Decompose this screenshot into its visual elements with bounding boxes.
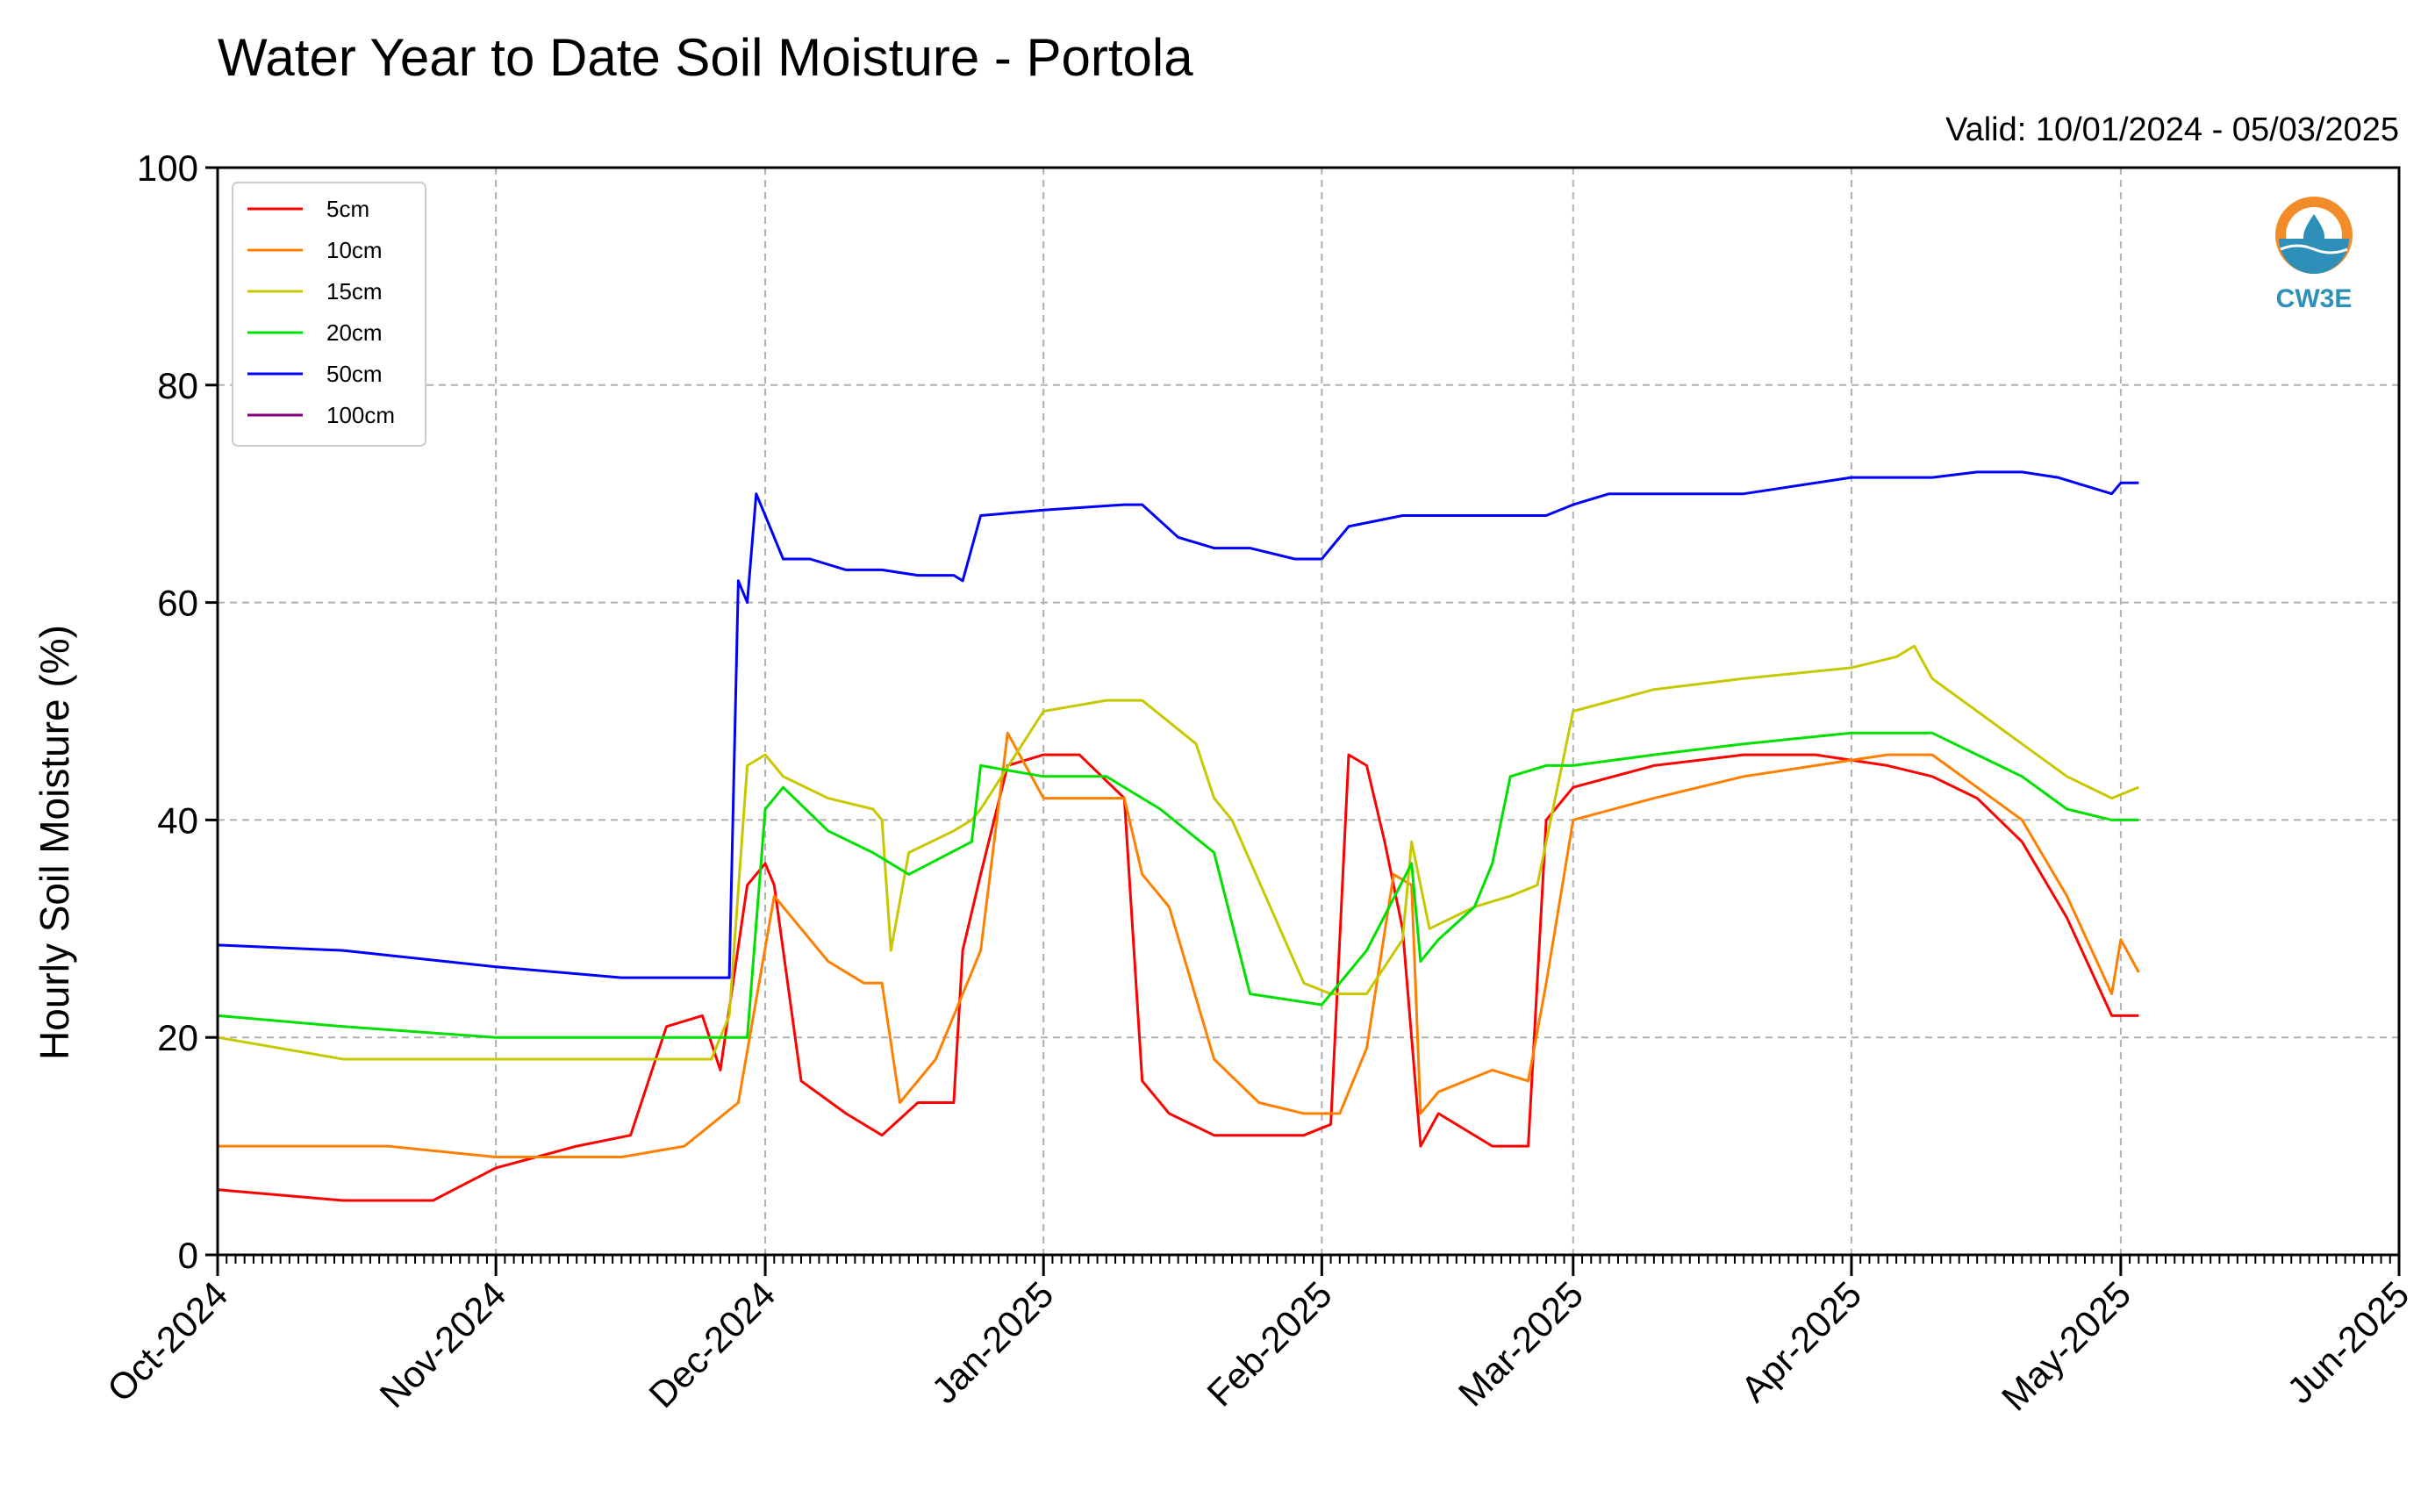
grid xyxy=(218,168,2399,1255)
chart-title: Water Year to Date Soil Moisture - Porto… xyxy=(218,28,1193,87)
legend-label-20cm: 20cm xyxy=(326,319,383,346)
y-tick-label: 20 xyxy=(157,1017,198,1058)
series-line-5cm xyxy=(217,753,2139,1202)
series-layer xyxy=(217,470,2140,1202)
plot-frame xyxy=(216,166,2401,1257)
x-tick-label: Jan-2025 xyxy=(923,1273,1061,1411)
logo-text: CW3E xyxy=(2276,284,2353,313)
legend-label-50cm: 50cm xyxy=(326,361,383,387)
x-tick-label: Apr-2025 xyxy=(1733,1273,1869,1409)
series-line-20cm xyxy=(217,731,2139,1039)
water-drop-icon xyxy=(2303,214,2324,247)
series-line-50cm xyxy=(217,470,2139,979)
x-tick-label: May-2025 xyxy=(1994,1273,2138,1418)
series-line-15cm xyxy=(217,644,2139,1061)
x-tick-label: Mar-2025 xyxy=(1450,1273,1591,1414)
legend-box xyxy=(232,182,426,447)
y-tick-label: 60 xyxy=(157,583,198,624)
logo-wave xyxy=(2280,244,2348,254)
y-tick-label: 80 xyxy=(157,365,198,406)
series-line-10cm xyxy=(218,731,2140,1158)
legend: 5cm 10cm 15cm 20cm 50cm 100cm xyxy=(232,182,426,447)
x-tick-label: Oct-2024 xyxy=(99,1273,235,1409)
x-tick-label: Dec-2024 xyxy=(641,1273,783,1415)
axes: 0 20 40 60 80 100 Oct-2024 Nov-2024 Dec-2024 Jan-… xyxy=(99,147,2417,1418)
cw3e-logo: CW3E xyxy=(2275,197,2353,313)
legend-label-15cm: 15cm xyxy=(326,278,383,305)
x-tick-label: Jun-2025 xyxy=(2279,1273,2417,1411)
x-tick-label: Nov-2024 xyxy=(372,1273,514,1415)
y-tick-label: 0 xyxy=(178,1235,198,1276)
x-tick-label: Feb-2025 xyxy=(1199,1273,1339,1414)
legend-label-100cm: 100cm xyxy=(326,402,395,428)
y-tick-label: 40 xyxy=(157,799,198,841)
valid-range: Valid: 10/01/2024 - 05/03/2025 xyxy=(1945,111,2399,148)
legend-label-10cm: 10cm xyxy=(326,237,383,263)
y-tick-label: 100 xyxy=(137,147,198,189)
y-axis-label: Hourly Soil Moisture (%) xyxy=(32,625,77,1060)
logo-water xyxy=(2279,239,2349,274)
legend-label-5cm: 5cm xyxy=(326,196,369,222)
